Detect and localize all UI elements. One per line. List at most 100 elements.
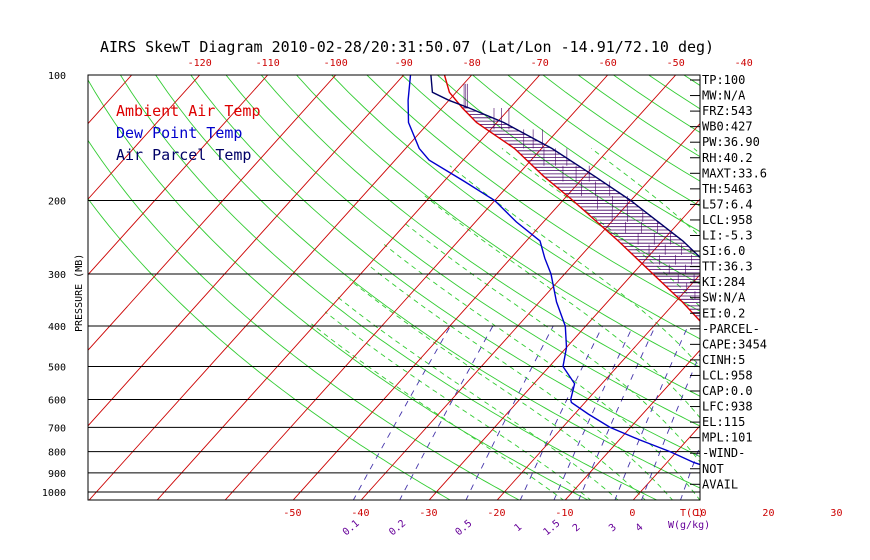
mixing-ratio-tick-label: 1.5 — [542, 518, 563, 538]
mixing-ratio-line — [519, 325, 603, 500]
plot-frame — [87, 74, 701, 501]
top-temp-tick-label: -90 — [395, 58, 413, 69]
dew-point-temp-line — [407, 75, 700, 466]
mixing-ratio-tick-label: 0.2 — [387, 518, 408, 538]
mixing-ratio-axis-unit: W(g/kg) — [668, 520, 710, 531]
chart-title: AIRS SkewT Diagram 2010-02-28/20:31:50.0… — [100, 38, 714, 56]
index-value: EL:115 — [702, 415, 745, 429]
dry-adiabat — [88, 139, 521, 500]
index-value: CAPE:3454 — [702, 337, 767, 351]
pressure-tick-label: 300 — [48, 270, 66, 281]
isotherm — [428, 198, 700, 500]
top-temp-tick-label: -60 — [599, 58, 617, 69]
mixing-ratio-tick-label: 0.1 — [341, 518, 362, 538]
index-value: KI:284 — [702, 275, 745, 289]
legend-entry: Dew Point Temp — [116, 124, 242, 142]
dry-adiabat — [260, 75, 700, 397]
isotherm — [632, 425, 700, 500]
pressure-tick-label: 700 — [48, 423, 66, 434]
dry-adiabat — [296, 75, 700, 368]
bottom-temp-axis-unit: T(C) — [680, 508, 704, 519]
pressure-tick-label: 600 — [48, 395, 66, 406]
pressure-tick-label: 400 — [48, 322, 66, 333]
index-value: L57:6.4 — [702, 197, 753, 211]
isotherm — [292, 75, 677, 500]
index-value: SW:N/A — [702, 291, 746, 305]
legend-entry: Air Parcel Temp — [116, 146, 251, 164]
dry-adiabat — [155, 75, 700, 489]
index-value: LI:-5.3 — [702, 229, 753, 243]
mixing-ratio-line — [831, 326, 870, 501]
isotherm — [88, 75, 473, 500]
top-temp-tick-label: -50 — [667, 58, 685, 69]
index-value: LCL:958 — [702, 368, 753, 382]
top-temp-tick-label: -100 — [324, 58, 348, 69]
index-value: -PARCEL- — [702, 322, 760, 336]
dry-adiabat — [825, 75, 870, 501]
index-value: SI:6.0 — [702, 244, 745, 258]
index-value: AVAIL — [702, 477, 738, 491]
dry-adiabat — [507, 75, 700, 207]
dry-adiabat — [88, 79, 590, 500]
mixing-ratio-line — [852, 326, 870, 501]
mixing-ratio-line — [751, 326, 810, 501]
air-parcel-temp-line — [430, 75, 700, 259]
index-value: -WIND- — [702, 446, 745, 460]
top-temp-tick-label: -120 — [188, 58, 212, 69]
dry-adiabat — [88, 197, 452, 500]
mixing-ratio-line — [352, 325, 451, 500]
isotherm — [88, 75, 201, 200]
index-value: CINH:5 — [702, 353, 745, 367]
index-value: EI:0.2 — [702, 306, 745, 320]
dry-adiabat — [225, 75, 700, 427]
isotherm — [156, 75, 541, 500]
pressure-tick-label: 900 — [48, 469, 66, 480]
mixing-ratio-tick-label: 4 — [634, 522, 646, 534]
isotherm — [0, 75, 64, 501]
moist-adiabat — [402, 221, 700, 463]
isotherm — [224, 75, 609, 500]
index-value: NOT — [702, 462, 724, 476]
dry-adiabat — [754, 75, 870, 501]
mixing-ratio-line — [806, 326, 859, 501]
index-value: LFC:938 — [702, 400, 753, 414]
dry-adiabat — [190, 75, 700, 458]
isotherm — [88, 75, 133, 125]
mixing-ratio-line — [553, 325, 634, 500]
isotherm — [496, 273, 700, 500]
dry-adiabat — [790, 75, 870, 501]
bottom-temp-tick-label: 0 — [629, 508, 635, 519]
isotherm — [88, 75, 337, 351]
mixing-ratio-tick-label: 3 — [607, 522, 619, 534]
mixing-ratio-line — [775, 326, 832, 501]
isotherm — [88, 75, 269, 276]
isotherm — [768, 75, 870, 501]
isotherm — [88, 75, 405, 427]
isotherm — [836, 75, 870, 501]
pressure-tick-label: 800 — [48, 448, 66, 459]
mixing-ratio-line — [578, 325, 656, 500]
bottom-temp-tick-label: -50 — [283, 508, 301, 519]
top-temp-tick-label: -70 — [531, 58, 549, 69]
pressure-tick-label: 100 — [48, 71, 66, 82]
index-value: LCL:958 — [702, 213, 753, 227]
moist-adiabat — [383, 244, 700, 500]
index-value: MW:N/A — [702, 89, 746, 103]
index-value: TP:100 — [702, 73, 745, 87]
top-temp-tick-label: -110 — [256, 58, 280, 69]
moist-adiabat — [367, 264, 674, 500]
index-value: MAXT:33.6 — [702, 166, 767, 180]
index-value: TH:5463 — [702, 182, 753, 196]
dry-adiabat — [437, 75, 700, 259]
mixing-ratio-line — [399, 325, 494, 500]
bottom-temp-tick-label: 10 — [694, 508, 706, 519]
y-axis-title: PRESSURE (MB) — [74, 254, 85, 332]
dry-adiabat — [331, 75, 700, 340]
mixing-ratio-line — [614, 325, 689, 500]
legend-entry: Ambient Air Temp — [116, 102, 261, 120]
index-value: WB0:427 — [702, 120, 753, 134]
bottom-temp-tick-label: -20 — [487, 508, 505, 519]
ambient-air-temp-line — [443, 75, 700, 323]
bottom-temp-tick-label: -10 — [555, 508, 573, 519]
